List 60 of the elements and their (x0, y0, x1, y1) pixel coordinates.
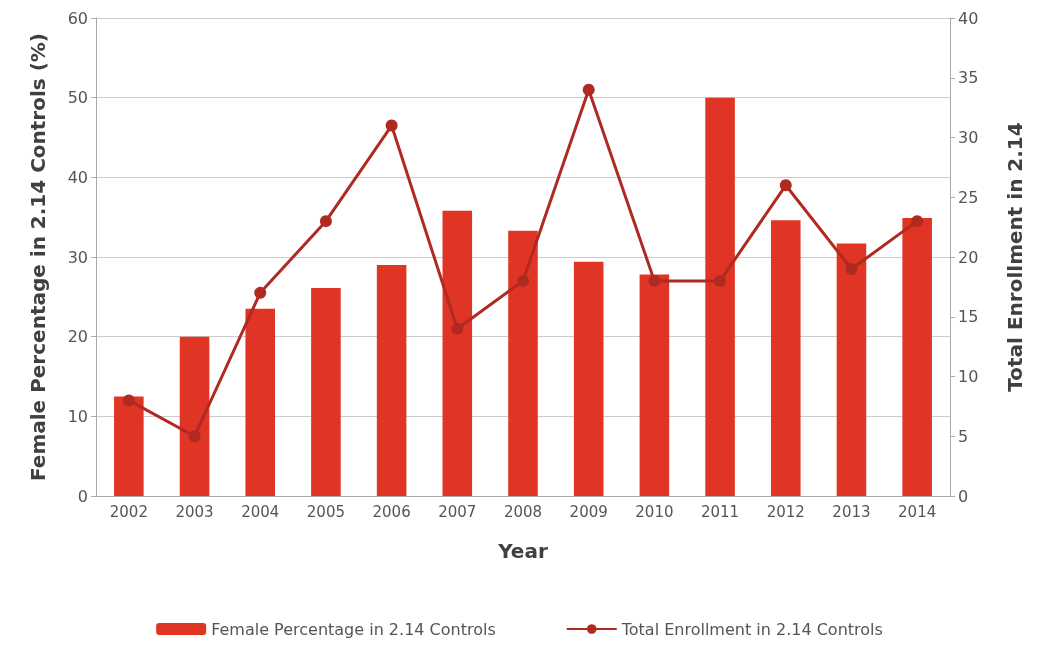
point (451, 322, 464, 335)
bar (442, 210, 473, 496)
x-tick-label: 2008 (503, 502, 543, 521)
x-tick-label: 2004 (241, 502, 280, 521)
bar (770, 220, 801, 496)
bar (836, 243, 867, 496)
point (517, 274, 529, 287)
point (845, 262, 858, 275)
y2-tick-label: 40 (958, 8, 979, 28)
bar (179, 336, 210, 496)
x-tick-label: 2009 (569, 502, 608, 521)
bar (311, 288, 341, 496)
legend-label: Total Enrollment in 2.14 Controls (620, 619, 883, 639)
bar (902, 217, 932, 496)
point (779, 179, 792, 192)
x-tick-label: 2003 (175, 502, 214, 521)
bar (245, 308, 276, 496)
point (648, 274, 661, 287)
bar (705, 97, 735, 496)
y2-tick-label: 35 (958, 68, 979, 88)
y-tick-label: 40 (67, 167, 88, 187)
y-tick-label: 60 (67, 8, 88, 28)
y2-tick-label: 5 (958, 426, 969, 446)
point (319, 215, 332, 228)
x-tick-label: 2005 (306, 502, 346, 521)
x-tick-label: 2002 (109, 502, 148, 521)
x-tick-label: 2010 (635, 502, 674, 521)
x-tick-label: 2014 (898, 502, 937, 521)
y2-tick-label: 15 (958, 307, 979, 327)
point (254, 286, 267, 299)
point (385, 119, 398, 132)
y-tick-label: 10 (67, 406, 88, 426)
point (188, 430, 201, 443)
y2-tick-label: 0 (958, 486, 969, 506)
x-tick-label: 2013 (832, 502, 871, 521)
x-tick-label: 2007 (438, 502, 477, 521)
y2-tick-label: 10 (958, 367, 979, 386)
y2-tick-label: 20 (958, 247, 979, 267)
y2-axis-title: Total Enrollment in 2.14 (1003, 122, 1027, 392)
y-tick-label: 20 (67, 327, 88, 347)
bar (573, 261, 604, 496)
point (911, 215, 924, 228)
point (714, 274, 727, 287)
x-tick-label: 2006 (372, 502, 411, 521)
x-tick-label: 2011 (700, 502, 740, 521)
y2-tick-label: 30 (958, 128, 979, 147)
bar (639, 274, 670, 496)
y-axis-title: Female Percentage in 2.14 Controls (%) (26, 32, 50, 482)
x-tick-label: 2012 (766, 502, 805, 521)
x-axis-title: Year (497, 539, 548, 563)
bar (376, 264, 407, 496)
bar (114, 396, 144, 496)
y2-tick-label: 25 (958, 187, 979, 207)
legend-label: Female Percentage in 2.14 Controls (211, 619, 496, 639)
y-tick-label: 30 (67, 247, 88, 267)
bar (508, 230, 538, 496)
y-tick-label: 50 (67, 88, 88, 108)
y-tick-label: 0 (77, 486, 88, 506)
point (582, 83, 595, 96)
point (122, 394, 135, 407)
